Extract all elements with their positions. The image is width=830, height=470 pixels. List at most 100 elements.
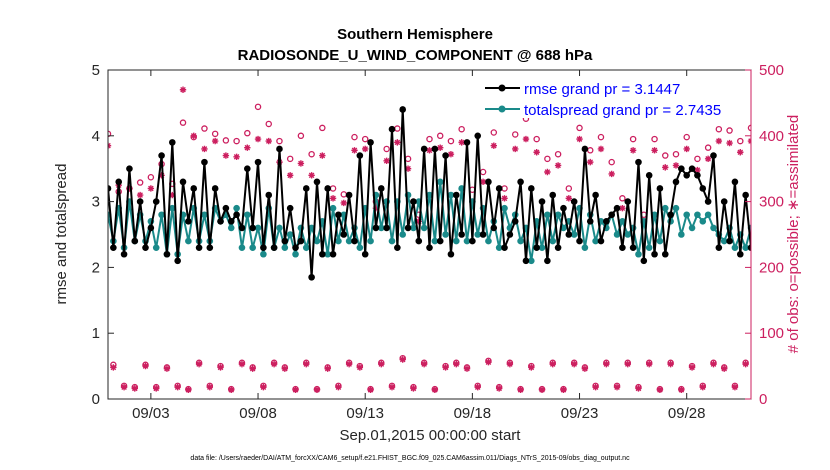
totalspread-point — [276, 224, 283, 232]
totalspread-point — [485, 237, 492, 245]
obs-count-layer — [108, 86, 823, 393]
obs-assimilated-point — [270, 360, 278, 368]
rmse-point — [645, 171, 653, 179]
obs-assimilated-point — [721, 365, 728, 372]
rmse-point — [710, 152, 717, 159]
rmse-point — [388, 125, 396, 133]
obs-possible-point — [254, 103, 262, 111]
obs-possible-point — [319, 124, 326, 132]
rmse-point — [479, 231, 487, 238]
rmse-point — [651, 250, 658, 258]
totalspread-point — [302, 244, 310, 251]
obs-assimilated-point — [688, 364, 696, 371]
obs-assimilated-point — [704, 155, 712, 163]
obs-possible-point — [662, 152, 669, 159]
rmse-point — [201, 158, 208, 166]
line-series-layer — [108, 106, 824, 288]
totalspread-point — [528, 257, 535, 265]
obs-possible-point — [383, 145, 390, 153]
obs-assimilated-point — [222, 152, 230, 159]
rmse-point — [469, 237, 476, 245]
obs-assimilated-point — [485, 358, 492, 366]
rmse-point — [292, 244, 299, 251]
rmse-point — [581, 145, 589, 153]
obs-possible-point — [651, 135, 658, 143]
obs-possible-point — [361, 135, 369, 143]
rmse-point — [308, 273, 315, 281]
rmse-line — [108, 109, 751, 278]
rmse-point — [126, 165, 133, 172]
totalspread-point — [592, 237, 599, 245]
obs-assimilated-point — [726, 139, 733, 147]
right-y-axis: 0 100 200 300 400 500 — [745, 62, 784, 408]
chart-title: Southern Hemisphere — [337, 26, 493, 43]
rmse-point — [688, 165, 696, 172]
obs-possible-point — [136, 179, 144, 186]
obs-assimilated-point — [759, 159, 765, 165]
obs-assimilated-point — [549, 360, 556, 368]
obs-assimilated-point — [420, 360, 428, 368]
legend: rmse grand pr = 3.1447 totalspread grand… — [480, 78, 748, 119]
rmse-point — [142, 244, 149, 251]
totalspread-point — [426, 191, 433, 199]
y-tick-label: 4 — [92, 128, 100, 145]
rmse-point — [635, 158, 642, 166]
obs-assimilated-point — [737, 149, 744, 156]
totalspread-point — [324, 250, 331, 258]
rmse-point — [260, 244, 267, 251]
obs-assimilated-point — [169, 191, 176, 199]
totalspread-point — [152, 244, 160, 251]
rmse-point — [313, 178, 321, 186]
rmse-point — [812, 281, 819, 288]
rmse-point — [774, 211, 781, 218]
obs-assimilated-point — [608, 170, 615, 178]
rmse-point — [244, 165, 251, 172]
obs-assimilated-point — [292, 386, 299, 393]
totalspread-point — [774, 244, 781, 251]
totalspread-point — [442, 231, 449, 238]
obs-assimilated-point — [812, 140, 818, 146]
obs-assimilated-point — [281, 365, 289, 372]
rmse-point — [554, 244, 562, 251]
totalspread-point — [254, 224, 262, 232]
y-right-tick-label: 200 — [759, 259, 784, 276]
rmse-point — [549, 191, 557, 199]
rmse-point — [619, 244, 626, 251]
obs-possible-point — [404, 155, 412, 163]
obs-assimilated-point — [233, 153, 240, 161]
obs-assimilated-point — [201, 145, 208, 153]
obs-assimilated-point — [458, 139, 465, 146]
obs-assimilated-point — [260, 383, 267, 391]
obs-possible-point — [694, 155, 701, 163]
legend-rmse-label: rmse grand pr = 3.1447 — [524, 81, 680, 98]
rmse-point — [351, 237, 358, 245]
obs-possible-point — [818, 383, 823, 388]
totalspread-point — [227, 224, 235, 232]
obs-assimilated-point — [163, 365, 171, 372]
obs-possible-point — [222, 137, 230, 144]
obs-assimilated-point — [710, 360, 717, 368]
totalspread-point — [683, 211, 690, 219]
obs-possible-point — [629, 135, 637, 143]
obs-assimilated-point — [362, 145, 369, 153]
rmse-point — [222, 204, 230, 212]
y-tick-label: 3 — [92, 194, 100, 211]
obs-assimilated-point — [211, 137, 219, 145]
totalspread-point — [613, 231, 621, 238]
obs-assimilated-point — [538, 386, 546, 393]
obs-assimilated-point — [351, 147, 358, 154]
obs-possible-point — [351, 133, 358, 141]
x-tick-label: 09/28 — [668, 405, 706, 422]
rmse-point — [528, 185, 535, 192]
totalspread-point — [452, 237, 460, 245]
totalspread-point — [812, 225, 819, 232]
rmse-point — [345, 191, 353, 199]
obs-possible-point — [147, 174, 155, 181]
rmse-point — [415, 237, 423, 245]
y-tick-label: 2 — [92, 259, 100, 276]
totalspread-point — [710, 224, 717, 232]
totalspread-point — [801, 225, 808, 232]
obs-assimilated-point — [228, 386, 235, 393]
obs-assimilated-point — [286, 172, 294, 179]
totalspread-point — [817, 244, 824, 251]
